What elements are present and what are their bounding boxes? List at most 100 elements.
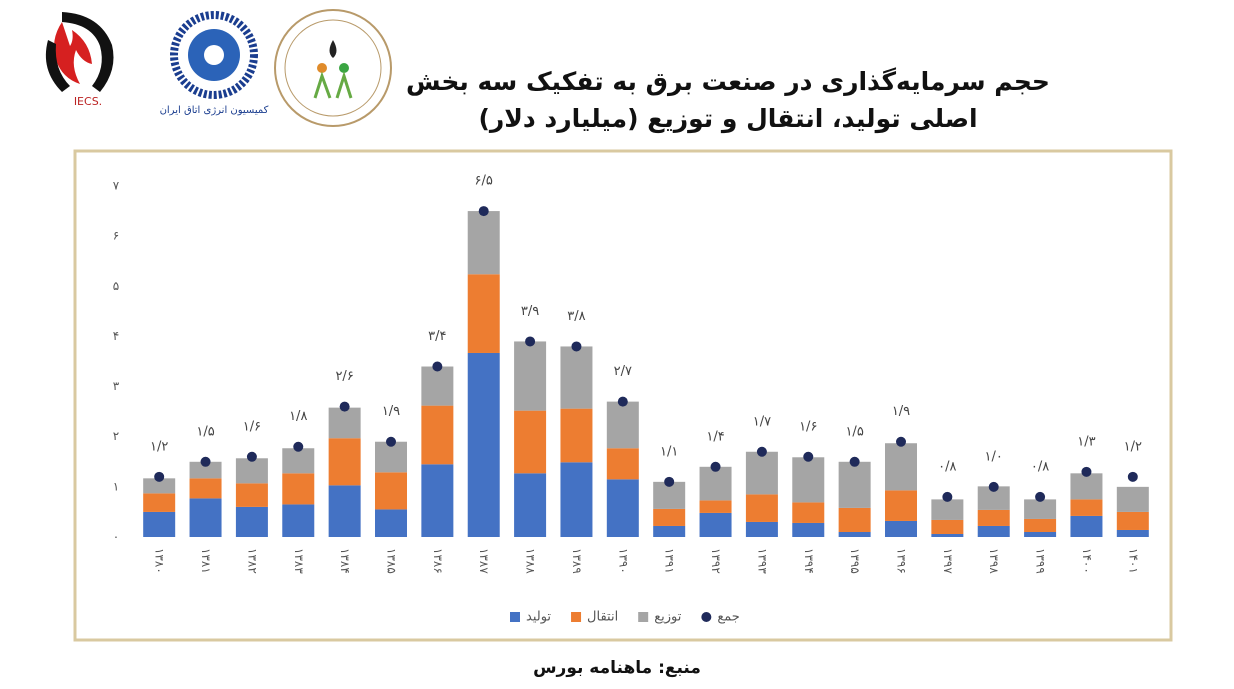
bar-segment xyxy=(235,483,268,507)
bar-segment xyxy=(189,461,222,479)
bar-segment xyxy=(653,525,686,537)
bar-segment xyxy=(699,500,732,513)
legend-label: انتقال xyxy=(587,610,618,625)
y-tick-label: ۷ xyxy=(113,179,120,193)
bar-segment xyxy=(1070,515,1103,537)
data-label: ۱/۲ xyxy=(1124,439,1142,454)
bar-segment xyxy=(328,438,361,486)
y-tick-label: ۵ xyxy=(113,279,119,293)
bar-segment xyxy=(606,401,639,449)
bar-segment xyxy=(745,494,778,522)
bar-segment xyxy=(560,408,593,463)
x-tick-label: ۱۳۹۹ xyxy=(1034,548,1048,574)
total-dot xyxy=(200,456,211,467)
total-dot xyxy=(386,436,396,447)
x-tick-label: ۱۳۸۹ xyxy=(570,548,584,574)
bar-segment xyxy=(143,511,176,537)
bar-segment xyxy=(1024,518,1057,532)
y-tick-label: ۲ xyxy=(113,429,119,443)
data-label: ۱/۹ xyxy=(382,404,400,419)
x-tick-label: ۱۳۹۷ xyxy=(941,548,955,574)
bar-segment xyxy=(1070,499,1103,516)
bar-segment xyxy=(421,366,454,406)
total-dot xyxy=(1035,491,1046,502)
bar-segment xyxy=(1024,499,1057,519)
data-label: ۱/۵ xyxy=(845,424,863,439)
source: منبع: ماهنامه بورس xyxy=(533,658,701,678)
bar-segment xyxy=(282,448,315,474)
bar-segment xyxy=(977,509,1010,526)
bar-segment xyxy=(1070,473,1103,500)
data-label: ۱/۷ xyxy=(753,414,771,429)
bar-segment xyxy=(931,499,964,520)
chart-title: اصلی تولید، انتقال و توزیع (میلیارد دلار… xyxy=(478,104,977,134)
bar-segment xyxy=(931,533,964,537)
y-tick-label: ۴ xyxy=(113,329,119,343)
bar-segment xyxy=(514,341,547,411)
bar-segment xyxy=(885,490,917,521)
bar-segment xyxy=(1116,529,1149,537)
legend-marker xyxy=(510,612,520,622)
x-tick-label: ۱۳۸۰ xyxy=(153,548,167,574)
bar-segment xyxy=(792,522,825,537)
x-tick-label: ۱۳۸۴ xyxy=(338,548,352,574)
data-label: ۳/۹ xyxy=(521,304,539,319)
bar-segment xyxy=(745,451,778,495)
data-label: ۱/۰ xyxy=(985,449,1003,464)
x-tick-label: ۱۳۸۶ xyxy=(431,548,445,574)
total-dot xyxy=(849,456,860,467)
y-tick-label: ۱ xyxy=(113,479,119,493)
logo-text: IECS. xyxy=(74,95,102,108)
total-dot xyxy=(339,401,350,412)
x-tick-label: ۱۳۹۴ xyxy=(802,548,816,574)
logo-iecs xyxy=(45,12,114,92)
legend-marker xyxy=(638,612,649,622)
bar-segment xyxy=(235,458,268,484)
bar-segment xyxy=(328,407,361,439)
bar-segment xyxy=(885,520,917,537)
bar-segment xyxy=(514,473,547,537)
data-label: ۶/۵ xyxy=(475,174,493,189)
y-tick-label: ۰ xyxy=(113,530,119,544)
bar-segment xyxy=(282,504,315,537)
bar-segment xyxy=(375,472,407,510)
bar-segment xyxy=(235,506,268,537)
data-label: ۱/۶ xyxy=(799,419,817,434)
data-label: ۰/۸ xyxy=(938,459,956,474)
x-tick-label: ۱۳۹۸ xyxy=(987,548,1001,574)
x-tick-label: ۱۳۸۱ xyxy=(199,548,213,574)
bar-segment xyxy=(560,346,593,409)
logo-commission xyxy=(170,11,258,99)
bar-segment xyxy=(560,462,593,537)
bar-segment xyxy=(838,507,871,532)
bar-segment xyxy=(699,512,732,537)
chart-frame xyxy=(73,149,1173,642)
bar-segment xyxy=(282,473,315,505)
total-dot xyxy=(710,461,721,472)
total-dot xyxy=(246,451,257,462)
x-tick-label: ۱۳۹۱ xyxy=(663,548,677,574)
bar-segment xyxy=(514,410,547,474)
total-dot xyxy=(525,336,536,347)
x-tick-label: ۱۳۸۵ xyxy=(385,548,399,574)
bar-segment xyxy=(328,485,361,537)
bar-segment xyxy=(375,441,407,473)
y-tick-label: ۶ xyxy=(113,229,119,243)
data-label: ۱/۲ xyxy=(150,439,168,454)
x-tick-label: ۱۳۹۵ xyxy=(848,548,862,574)
total-dot xyxy=(1081,466,1092,477)
data-label: ۱/۸ xyxy=(289,409,307,424)
x-tick-label: ۱۳۸۳ xyxy=(292,548,306,574)
bar-segment xyxy=(143,478,176,494)
bar-segment xyxy=(885,443,917,491)
data-label: ۰/۸ xyxy=(1031,459,1049,474)
x-tick-label: ۱۳۸۸ xyxy=(524,548,538,574)
bar-segment xyxy=(143,493,176,512)
legend-label: تولید xyxy=(526,610,551,625)
total-dot xyxy=(896,436,906,447)
data-label: ۱/۴ xyxy=(706,429,724,444)
bar-segment xyxy=(792,457,825,503)
logo-text: کمیسیون انرژی اتاق ایران xyxy=(160,105,269,116)
x-tick-label: ۱۳۹۲ xyxy=(709,548,723,574)
